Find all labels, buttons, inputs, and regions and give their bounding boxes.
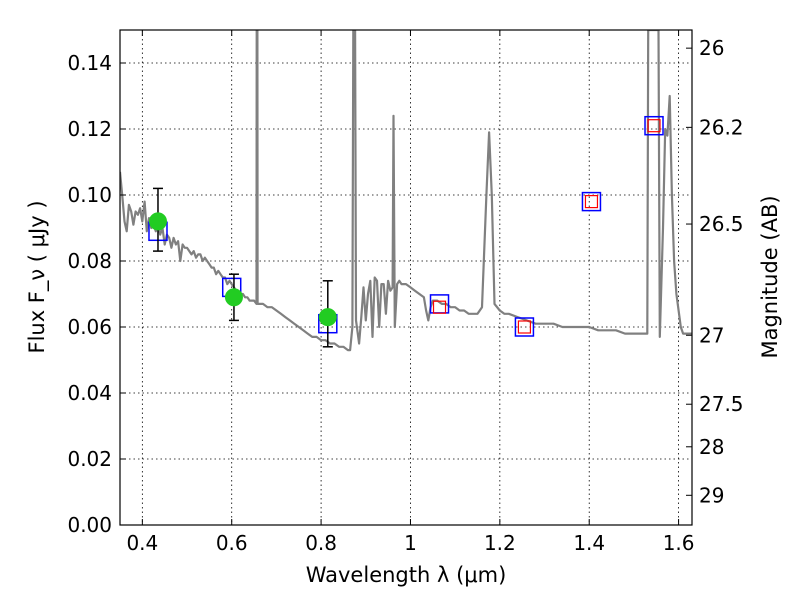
x-tick-label: 0.8 [305,531,337,555]
marker-layer [148,115,664,348]
y-tick-label: 0.00 [67,513,112,537]
model-photometry-marker [581,191,602,212]
y-tick-label: 0.14 [67,51,112,75]
y-tick-label: 0.12 [67,117,112,141]
y-axis-label: Flux F_ν ( μJy ) [25,200,50,353]
upper-limit-marker [432,300,447,314]
plot-background [120,30,692,525]
y2-tick-label: 28 [699,435,724,459]
x-axis: 0.4 0.6 0.8 1 1.2 1.4 1.6 [126,30,695,555]
upper-limit-marker [647,119,661,133]
grid [120,30,692,526]
model-photometry-marker [644,115,664,136]
y-tick-label: 0.08 [67,249,112,273]
x-tick-label: 1.2 [484,531,516,555]
y-tick-label: 0.04 [67,381,112,405]
x-axis-label: Wavelength λ (μm) [306,563,507,587]
x-tick-label: 1.6 [663,531,695,555]
y2-axis-label: Magnitude (AB) [758,195,782,358]
y2-tick-label: 26.2 [699,115,744,139]
upper-limit-marker [584,195,599,209]
y2-tick-label: 26 [699,36,724,60]
x-tick-label: 1 [404,531,417,555]
y-axis-right: 26 26.2 26.5 27 27.5 28 29 [686,36,744,507]
y-tick-label: 0.10 [67,183,112,207]
plot-frame [119,29,693,526]
x-tick-label: 0.4 [126,531,158,555]
y-tick-label: 0.06 [67,315,112,339]
observed-flux-point [318,308,337,327]
y2-tick-label: 26.5 [699,212,744,236]
y2-tick-label: 27.5 [699,392,744,416]
upper-limit-marker [517,320,532,334]
y2-tick-label: 27 [699,323,724,347]
y2-tick-label: 29 [699,483,724,507]
x-tick-label: 1.4 [573,531,605,555]
y-tick-label: 0.02 [67,447,112,471]
observed-flux-point [148,212,167,231]
y-axis-left: 0.00 0.02 0.04 0.06 0.08 0.10 0.12 0.14 [67,51,126,537]
x-tick-label: 0.6 [216,531,248,555]
model-photometry-marker [514,317,535,337]
observed-flux-point [224,288,243,307]
